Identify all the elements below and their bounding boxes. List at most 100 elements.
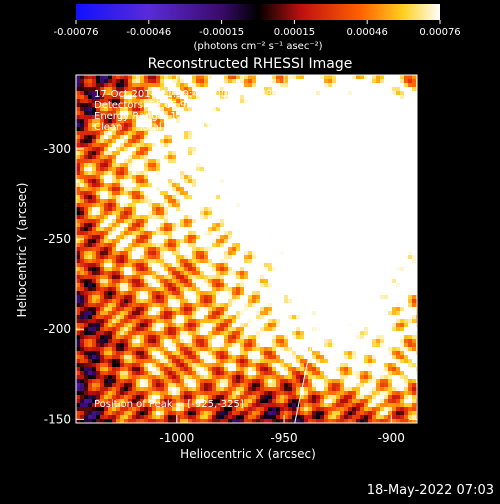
heatmap-cell xyxy=(300,255,304,259)
colorbar-tick-label: 0.00076 xyxy=(419,27,460,38)
heatmap-cell xyxy=(320,195,324,199)
heatmap-cell xyxy=(280,151,284,155)
heatmap-cell xyxy=(252,139,256,143)
heatmap-cell xyxy=(116,147,120,151)
heatmap-cell xyxy=(404,255,408,259)
heatmap-cell xyxy=(268,115,272,119)
heatmap-cell xyxy=(244,267,248,271)
heatmap-cell xyxy=(76,303,80,307)
heatmap-cell xyxy=(152,251,156,255)
heatmap-cell xyxy=(200,139,204,143)
heatmap-cell xyxy=(108,79,112,83)
heatmap-cell xyxy=(300,187,304,191)
heatmap-cell xyxy=(244,171,248,175)
heatmap-cell xyxy=(308,175,312,179)
heatmap-cell xyxy=(396,139,400,143)
heatmap-cell xyxy=(224,283,228,287)
heatmap-cell xyxy=(120,247,124,251)
heatmap-cell xyxy=(100,155,104,159)
heatmap-cell xyxy=(384,91,388,95)
heatmap-cell xyxy=(80,135,84,139)
heatmap-cell xyxy=(236,83,240,87)
heatmap-cell xyxy=(312,235,316,239)
heatmap-cell xyxy=(392,151,396,155)
heatmap-cell xyxy=(408,279,412,283)
heatmap-cell xyxy=(352,275,356,279)
heatmap-cell xyxy=(380,207,384,211)
heatmap-cell xyxy=(216,79,220,83)
heatmap-cell xyxy=(156,163,160,167)
heatmap-cell xyxy=(264,79,268,83)
heatmap-cell xyxy=(108,287,112,291)
heatmap-cell xyxy=(396,79,400,83)
heatmap-cell xyxy=(352,251,356,255)
heatmap-cell xyxy=(388,111,392,115)
heatmap-cell xyxy=(272,123,276,127)
heatmap-cell xyxy=(384,135,388,139)
heatmap-cell xyxy=(92,211,96,215)
heatmap-cell xyxy=(224,163,228,167)
heatmap-cell xyxy=(324,87,328,91)
heatmap-cell xyxy=(412,107,416,111)
heatmap-cell xyxy=(356,179,360,183)
heatmap-cell xyxy=(392,243,396,247)
heatmap-cell xyxy=(348,291,352,295)
heatmap-cell xyxy=(276,195,280,199)
heatmap-cell xyxy=(348,259,352,263)
heatmap-cell xyxy=(296,259,300,263)
heatmap-cell xyxy=(392,131,396,135)
heatmap-cell xyxy=(412,87,416,91)
heatmap-cell xyxy=(300,155,304,159)
heatmap-cell xyxy=(136,167,140,171)
heatmap-cell xyxy=(88,207,92,211)
heatmap-cell xyxy=(160,167,164,171)
heatmap-cell xyxy=(332,279,336,283)
heatmap-cell xyxy=(292,303,296,307)
heatmap-cell xyxy=(404,183,408,187)
heatmap-cell xyxy=(320,259,324,263)
heatmap-cell xyxy=(196,79,200,83)
heatmap-cell xyxy=(228,299,232,303)
heatmap-cell xyxy=(336,79,340,83)
heatmap-cell xyxy=(308,251,312,255)
heatmap-cell xyxy=(372,155,376,159)
heatmap-cell xyxy=(76,215,80,219)
heatmap-cell xyxy=(344,83,348,87)
heatmap-cell xyxy=(296,211,300,215)
heatmap-cell xyxy=(312,295,316,299)
heatmap-cell xyxy=(320,107,324,111)
heatmap-cell xyxy=(260,231,264,235)
heatmap-cell xyxy=(184,211,188,215)
heatmap-cell xyxy=(104,227,108,231)
heatmap-cell xyxy=(308,75,312,79)
heatmap-cell xyxy=(92,135,96,139)
heatmap-cell xyxy=(168,155,172,159)
heatmap-cell xyxy=(228,271,232,275)
heatmap-cell xyxy=(344,203,348,207)
heatmap-cell xyxy=(132,255,136,259)
heatmap-cell xyxy=(236,151,240,155)
heatmap-cell xyxy=(164,79,168,83)
heatmap-cell xyxy=(92,139,96,143)
heatmap-cell xyxy=(320,163,324,167)
heatmap-cell xyxy=(348,271,352,275)
heatmap-cell xyxy=(180,151,184,155)
heatmap-cell xyxy=(292,119,296,123)
heatmap-cell xyxy=(236,239,240,243)
heatmap-cell xyxy=(128,283,132,287)
heatmap-cell xyxy=(192,183,196,187)
heatmap-cell xyxy=(296,75,300,79)
heatmap-cell xyxy=(388,299,392,303)
heatmap-cell xyxy=(180,279,184,283)
heatmap-cell xyxy=(180,179,184,183)
heatmap-cell xyxy=(104,171,108,175)
heatmap-cell xyxy=(88,203,92,207)
heatmap-cell xyxy=(164,291,168,295)
heatmap-cell xyxy=(360,287,364,291)
heatmap-cell xyxy=(392,195,396,199)
heatmap-cell xyxy=(320,91,324,95)
heatmap-cell xyxy=(292,123,296,127)
heatmap-cell xyxy=(84,275,88,279)
heatmap-cell xyxy=(284,179,288,183)
heatmap-cell xyxy=(228,171,232,175)
